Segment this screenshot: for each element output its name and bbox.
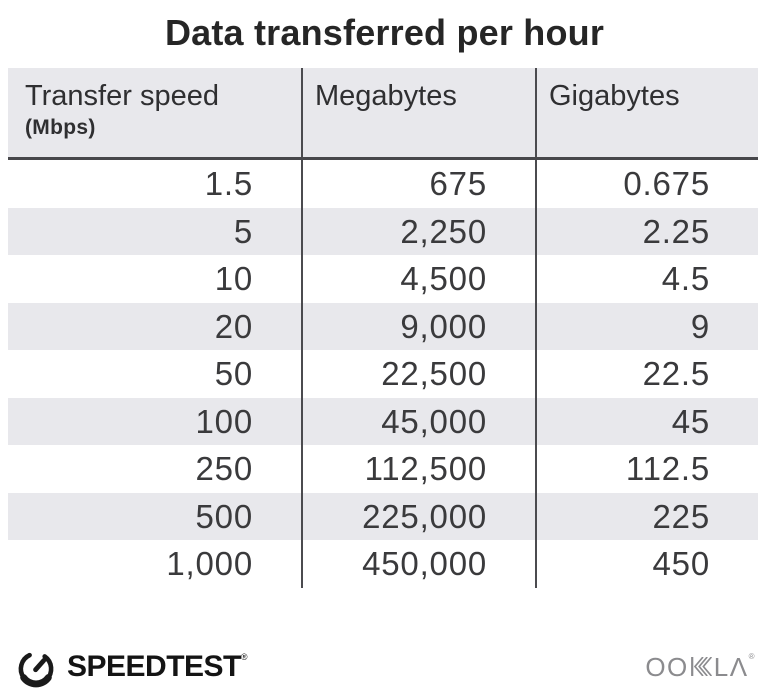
table-cell: 2.25	[642, 212, 710, 250]
ookla-stylized-k-icon	[690, 652, 713, 682]
table-cell: 225	[652, 497, 710, 535]
table-row: 100 45,000 45	[8, 397, 758, 445]
table-cell: 45	[671, 402, 710, 440]
table-cell: 20	[8, 302, 303, 350]
table-row: 5 2,250 2.25	[8, 207, 758, 255]
column-header-sublabel: (Mbps)	[25, 116, 96, 139]
table-cell: 2,250	[303, 207, 537, 255]
table-cell: 1,000	[8, 540, 303, 588]
table-row: 500 225,000 225	[8, 492, 758, 540]
ookla-oo-letters: OO	[645, 651, 689, 682]
table-cell: 22,500	[303, 350, 537, 398]
ookla-logo: OO LΛ®	[645, 652, 756, 683]
table-cell: 675	[303, 160, 537, 208]
table-cell: 450	[652, 545, 710, 582]
table-cell: 50	[8, 350, 303, 398]
column-header-megabytes: Megabytes	[303, 68, 537, 157]
table-cell: 45,000	[303, 397, 537, 445]
table-row: 10 4,500 4.5	[8, 255, 758, 303]
table-cell: 5	[8, 207, 303, 255]
footer: SPEEDTEST® OO LΛ®	[14, 642, 756, 692]
column-header-transfer-speed: Transfer speed (Mbps)	[8, 68, 303, 157]
table-cell: 112,500	[303, 445, 537, 493]
column-header-gigabytes: Gigabytes	[537, 68, 758, 157]
speedtest-logo: SPEEDTEST®	[14, 645, 248, 689]
table-cell: 500	[8, 492, 303, 540]
table-cell: 450,000	[303, 540, 537, 588]
column-header-label: Gigabytes	[549, 80, 680, 112]
registered-trademark-icon: ®	[748, 651, 756, 661]
data-table: Transfer speed (Mbps) Megabytes Gigabyte…	[8, 68, 758, 588]
column-header-label: Transfer speed	[25, 80, 219, 112]
registered-trademark-icon: ®	[240, 652, 248, 662]
ookla-la-letters: LΛ	[713, 651, 749, 682]
table-cell: 10	[8, 255, 303, 303]
table-row: 1,000 450,000 450	[8, 540, 758, 588]
table-cell: 4.5	[661, 260, 710, 297]
column-header-label: Megabytes	[315, 80, 457, 112]
speedtest-wordmark: SPEEDTEST®	[67, 650, 248, 683]
table-cell: 112.5	[625, 450, 710, 487]
table-cell: 4,500	[303, 255, 537, 303]
table-cell: 250	[8, 445, 303, 493]
table-cell: 9	[690, 307, 710, 345]
table-body: 1.5 675 0.675 5 2,250 2.25 10 4,500 4.5 20 9,000 9 5…	[8, 160, 758, 588]
table-cell: 1.5	[8, 160, 303, 208]
page-title: Data transferred per hour	[164, 12, 605, 53]
table-row: 50 22,500 22.5	[8, 350, 758, 398]
table-cell: 100	[8, 397, 303, 445]
table-row: 250 112,500 112.5	[8, 445, 758, 493]
table-cell: 0.675	[623, 165, 710, 202]
table-row: 20 9,000 9	[8, 302, 758, 350]
table-cell: 225,000	[303, 492, 537, 540]
table-header-row: Transfer speed (Mbps) Megabytes Gigabyte…	[8, 68, 758, 160]
speedometer-gauge-icon	[14, 645, 58, 689]
table-row: 1.5 675 0.675	[8, 160, 758, 208]
table-cell: 9,000	[303, 302, 537, 350]
table-cell: 22.5	[642, 355, 710, 392]
